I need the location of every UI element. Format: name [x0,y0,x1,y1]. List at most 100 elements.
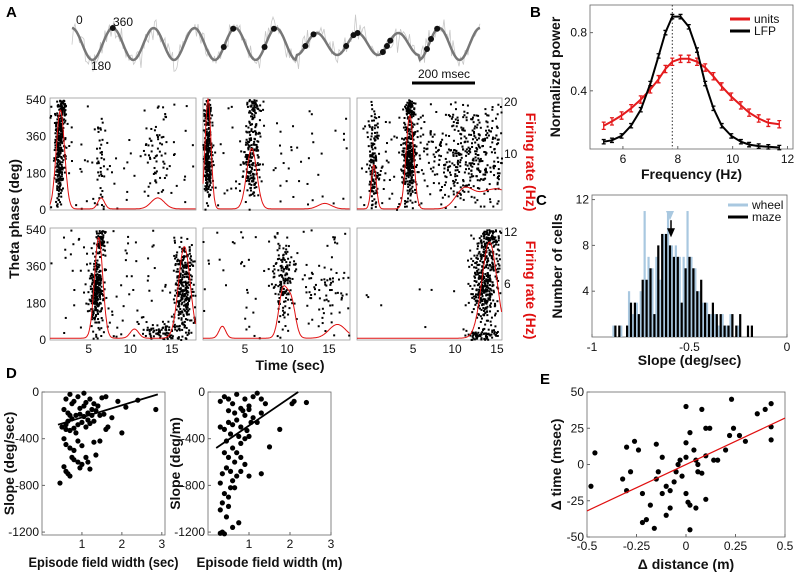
spike-point [387,161,390,164]
spike-point [166,334,169,337]
spike-point [496,156,499,159]
spike-point [206,181,209,184]
spike-point [180,318,183,321]
spike-point [90,294,93,297]
spike-point [478,237,481,240]
spike-point [168,326,171,329]
spike-point [97,283,100,286]
raster-frame [49,97,197,211]
spike-point [271,270,274,273]
spike-point [462,179,465,182]
histogram-bar-wheel [670,245,674,337]
histogram-bar-wheel [729,314,732,337]
spike-point [497,279,500,282]
spike-point [64,138,67,141]
error-bar [678,54,683,64]
spike-point [284,265,287,268]
spike-point [254,138,257,141]
spike-point [153,329,156,332]
spike-point [370,195,373,198]
spike-point [432,166,435,169]
spike-point [53,157,56,160]
spike-point [209,184,212,187]
phase-label-360: 360 [113,15,133,29]
spike-point [341,294,344,297]
spike-point [306,182,309,185]
wheel-mean-arrow [666,211,674,221]
spike-point [247,126,250,129]
spike-point [181,289,184,292]
spike-point [280,264,283,267]
spike-point [429,131,432,134]
data-point [61,464,67,470]
spike-point [449,171,452,174]
spike-point [408,119,411,122]
spike-point [486,125,489,128]
data-point [242,461,248,467]
spike-point [499,230,502,233]
spike-point [486,300,489,303]
spike-point [484,108,487,111]
data-point [79,419,85,425]
spike-point [497,175,500,178]
spike-point [205,202,208,205]
spike-point [206,117,209,120]
spike-point [53,121,56,124]
spike-point [406,167,409,170]
spike-point [155,154,158,157]
spike-point [255,99,258,102]
spike-point [409,199,412,202]
spike-point [431,135,434,138]
spike-point [149,157,152,160]
data-point [230,478,236,484]
spike-point [374,124,377,127]
spike-point [248,178,251,181]
spike-point [245,141,248,144]
spike-point [56,118,59,121]
spike-point [285,248,288,251]
spike-point [176,276,179,279]
spike-point [491,137,494,140]
spike-point [375,158,378,161]
error-bar [678,13,683,20]
spike-point [485,285,488,288]
spike-point [487,297,490,300]
spike-point [484,335,487,338]
spike-point [276,258,279,261]
spike-point [496,113,499,116]
data-point [693,505,699,511]
spike-point [173,153,176,156]
spike-point [188,246,191,249]
xtick-label: 0 [683,539,690,553]
spike-point [258,131,261,134]
spike-point [495,125,498,128]
spike-point [371,144,374,147]
ytick-label: 0 [198,385,205,399]
error-bar [670,13,675,20]
spike-point [408,190,411,193]
spike-point [93,316,96,319]
spike-point [500,132,503,135]
spike-point [437,163,440,166]
spike-point [468,149,471,152]
spike-point [312,141,315,144]
spike-point [135,260,138,263]
spike-point [409,101,412,104]
spike-point [161,320,164,323]
spike-point [184,337,187,340]
spike-point [368,125,371,128]
histogram-bar-wheel [678,256,681,337]
spike-point [426,143,429,146]
xtick-label: 6 [620,152,627,166]
spike-point [459,159,462,162]
spike-point [185,105,188,108]
spike-point [474,303,477,306]
spike-point [61,167,64,170]
spike-point [57,132,60,135]
error-bar [738,138,743,145]
spike-point [259,135,262,138]
spike-point [412,102,415,105]
maze-mean-arrow [667,228,675,238]
spike-point [181,276,184,279]
spike-point [480,292,483,295]
